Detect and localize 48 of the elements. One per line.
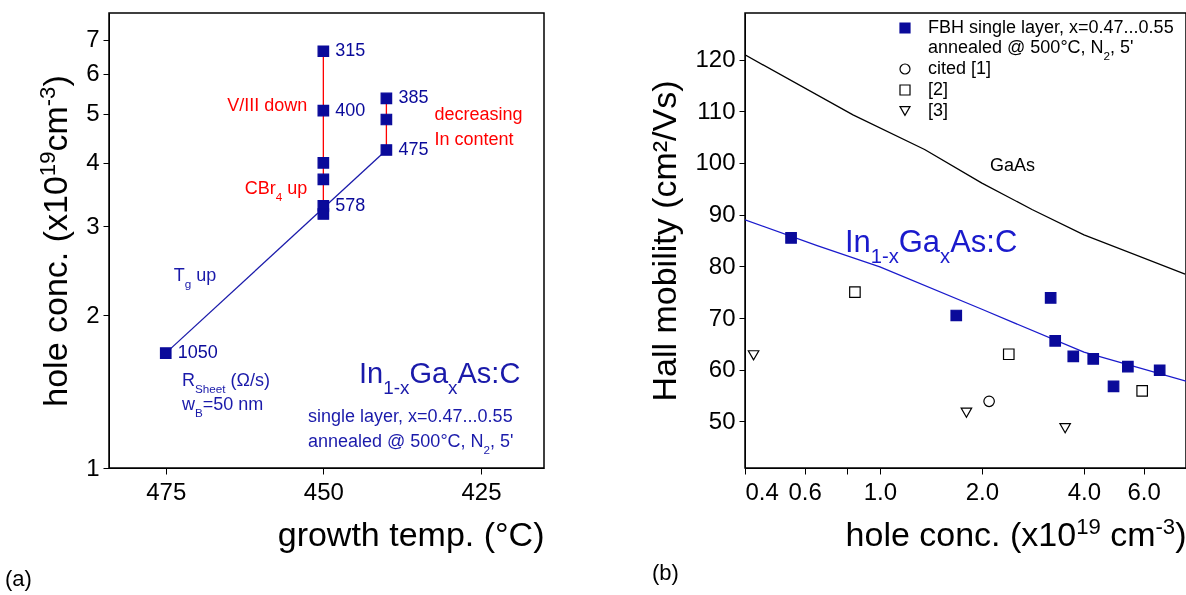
y-tick-label: 90 bbox=[708, 200, 736, 228]
series-label: In$_{1-x}$Ga$_{x}$As:C bbox=[844, 223, 1018, 267]
x-axis-title: hole conc. (x10$^{19}$ cm$^{-3}$) bbox=[845, 513, 1186, 553]
annotation: annealed @ 500°C, N$_{2}$, 5' bbox=[308, 431, 514, 456]
y-tick-label: 70 bbox=[708, 303, 736, 331]
y-tick-label: 5 bbox=[86, 99, 100, 127]
annotation: R$_{Sheet}$ (Ω/s) bbox=[182, 370, 270, 395]
y-tick-label: 2 bbox=[86, 300, 100, 328]
y-tick-label: 80 bbox=[708, 251, 736, 279]
series-label: V/III down bbox=[227, 95, 308, 116]
y-tick-label: 3 bbox=[86, 211, 100, 239]
x-tick-label: 425 bbox=[461, 477, 502, 505]
annotation: 1050 bbox=[177, 342, 218, 363]
x-tick-label: 0.4 bbox=[745, 477, 779, 505]
annotation: 385 bbox=[398, 87, 429, 108]
text: (b) bbox=[652, 560, 679, 585]
legend-label: [2] bbox=[928, 79, 949, 99]
series-label: GaAs bbox=[989, 155, 1035, 176]
y-tick-label: 50 bbox=[708, 406, 736, 434]
y-tick-label: 110 bbox=[697, 96, 736, 124]
x-tick-label: 1.0 bbox=[863, 477, 898, 505]
series-label: T$_{g}$ up bbox=[173, 265, 217, 290]
x-tick-label: 450 bbox=[303, 477, 344, 505]
x-axis-title: growth temp. (°C) bbox=[277, 514, 545, 553]
x-tick-label: 4.0 bbox=[1067, 477, 1102, 505]
annotation: 475 bbox=[398, 138, 429, 159]
text: decreasing In content bbox=[434, 104, 523, 150]
y-tick-label: 100 bbox=[695, 148, 736, 176]
x-tick-label: 2.0 bbox=[965, 477, 1000, 505]
text: (a) bbox=[5, 566, 32, 591]
x-tick-label: 475 bbox=[146, 477, 187, 505]
annotation: 400 bbox=[335, 99, 366, 120]
annotation: In$_{1-x}$Ga$_{x}$As:C bbox=[359, 357, 521, 398]
y-tick-label: 6 bbox=[86, 59, 100, 87]
annotation: w$_{B}$=50 nm bbox=[181, 394, 264, 419]
y-tick-label: 7 bbox=[86, 25, 100, 53]
annotation: 578 bbox=[335, 194, 366, 215]
y-tick-label: 60 bbox=[708, 355, 736, 383]
y-tick-label: 1 bbox=[86, 453, 100, 481]
series-label: CBr$_{4}$ up bbox=[244, 177, 308, 203]
annotation: single layer, x=0.47...0.55 bbox=[308, 406, 513, 426]
x-tick-label: 0.6 bbox=[788, 477, 822, 505]
y-tick-label: 4 bbox=[86, 148, 100, 176]
y-tick-label: 120 bbox=[695, 45, 736, 73]
x-tick-label: 6.0 bbox=[1127, 477, 1161, 505]
legend-label: [3] bbox=[928, 100, 949, 120]
y-axis-title: Hall mobility (cm²/Vs) bbox=[645, 80, 684, 402]
annotation: 315 bbox=[335, 40, 366, 61]
